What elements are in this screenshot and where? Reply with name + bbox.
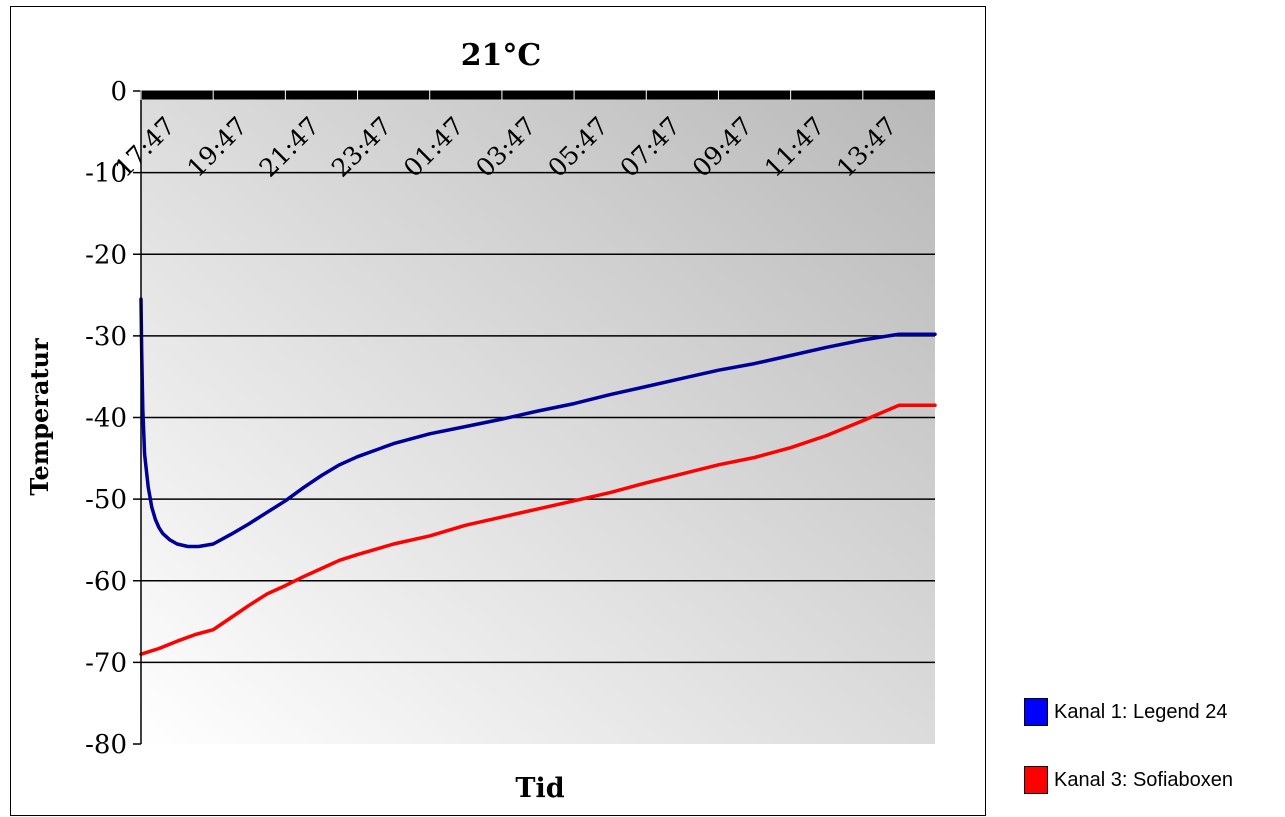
chart-title: 21°C bbox=[461, 38, 542, 73]
y-tick-label: 0 bbox=[110, 77, 127, 107]
y-tick-label: -20 bbox=[85, 240, 127, 270]
y-tick-label: -50 bbox=[85, 485, 127, 515]
legend-swatch-red bbox=[1024, 766, 1048, 794]
y-tick-label: -70 bbox=[85, 648, 127, 678]
series-line-2 bbox=[139, 403, 937, 656]
legend-item-kanal-3: Kanal 3: Sofiaboxen bbox=[1024, 766, 1233, 794]
chart-frame: 0 -10 -20 -30 -40 -50 -60 -70 -80 17:47 19:47 21:47… bbox=[10, 6, 986, 816]
gridlines bbox=[141, 171, 935, 664]
y-tick-label: -80 bbox=[85, 730, 127, 760]
y-tick-label: -30 bbox=[85, 322, 127, 352]
axes bbox=[133, 90, 935, 745]
y-tick-label: -10 bbox=[85, 159, 127, 189]
series-line-1 bbox=[139, 297, 937, 549]
legend-label-kanal-1: Kanal 1: Legend 24 bbox=[1054, 700, 1228, 723]
y-tick-label: -60 bbox=[85, 567, 127, 597]
legend-swatch-blue bbox=[1024, 698, 1048, 726]
y-axis-label: Temperatur bbox=[25, 338, 54, 496]
series-layer bbox=[139, 297, 937, 656]
x-axis-label: Tid bbox=[515, 773, 564, 804]
legend-label-kanal-3: Kanal 3: Sofiaboxen bbox=[1054, 768, 1234, 791]
y-tick-label: -40 bbox=[85, 404, 127, 434]
legend-item-kanal-1: Kanal 1: Legend 24 bbox=[1024, 698, 1228, 726]
